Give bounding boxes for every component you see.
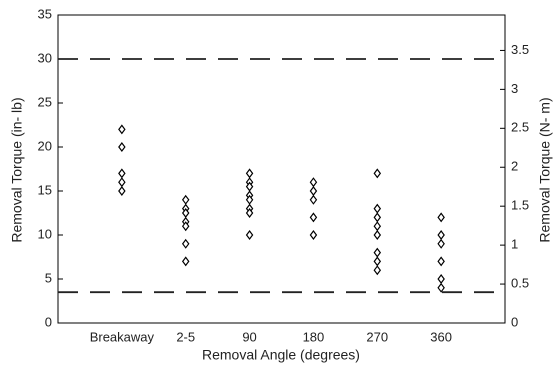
point bbox=[118, 124, 126, 135]
point bbox=[437, 212, 445, 223]
point bbox=[437, 230, 445, 240]
point bbox=[309, 194, 318, 205]
x-tick-label: 360 bbox=[430, 329, 452, 344]
point bbox=[118, 168, 126, 179]
point bbox=[118, 186, 126, 196]
point bbox=[181, 194, 190, 205]
y-tick-label: 10 bbox=[38, 226, 52, 241]
point bbox=[373, 212, 382, 223]
y2-tick-label: 3 bbox=[511, 81, 518, 96]
point bbox=[118, 142, 126, 152]
x-axis-title: Removal Angle (degrees) bbox=[202, 347, 360, 363]
point bbox=[181, 238, 190, 249]
x-tick-label: 270 bbox=[366, 329, 388, 344]
point bbox=[373, 203, 382, 214]
point bbox=[181, 221, 190, 232]
point bbox=[437, 238, 445, 249]
point bbox=[245, 208, 254, 218]
point bbox=[181, 256, 190, 267]
y-tick-label: 25 bbox=[38, 94, 52, 109]
point bbox=[437, 274, 445, 284]
point bbox=[373, 221, 382, 232]
y2-tick-label: 2.5 bbox=[511, 120, 529, 135]
y2-tick-label: 2 bbox=[511, 159, 518, 174]
point bbox=[373, 247, 382, 258]
y2-tick-label: 1.5 bbox=[511, 198, 529, 213]
x-tick-label: 180 bbox=[303, 329, 325, 344]
point bbox=[245, 168, 254, 179]
point bbox=[437, 256, 445, 267]
y2-tick-label: 0 bbox=[511, 314, 518, 329]
point bbox=[309, 212, 318, 223]
y-tick-label: 20 bbox=[38, 138, 52, 153]
point bbox=[373, 168, 382, 179]
y-tick-label: 30 bbox=[38, 50, 52, 65]
point bbox=[437, 282, 445, 293]
y2-axis-title: Removal Torque (N- m) bbox=[537, 97, 553, 242]
y-tick-label: 5 bbox=[45, 270, 52, 285]
point bbox=[309, 177, 318, 188]
y-axis-title: Removal Torque (in- lb) bbox=[9, 97, 25, 242]
y-tick-label: 35 bbox=[38, 6, 52, 21]
x-tick-label: Breakaway bbox=[90, 329, 155, 344]
y2-tick-label: 0.5 bbox=[511, 275, 529, 290]
point bbox=[245, 230, 254, 240]
point bbox=[373, 230, 382, 240]
point bbox=[118, 177, 126, 188]
y2-tick-label: 3.5 bbox=[511, 42, 529, 57]
y-tick-label: 0 bbox=[45, 314, 52, 329]
x-tick-label: 90 bbox=[242, 329, 256, 344]
x-tick-label: 2-5 bbox=[176, 329, 195, 344]
point bbox=[373, 256, 382, 267]
plot-frame bbox=[57, 14, 506, 324]
point bbox=[309, 230, 318, 240]
y-tick-label: 15 bbox=[38, 182, 52, 197]
y2-tick-label: 1 bbox=[511, 237, 518, 252]
point bbox=[373, 265, 382, 276]
point bbox=[309, 186, 318, 196]
